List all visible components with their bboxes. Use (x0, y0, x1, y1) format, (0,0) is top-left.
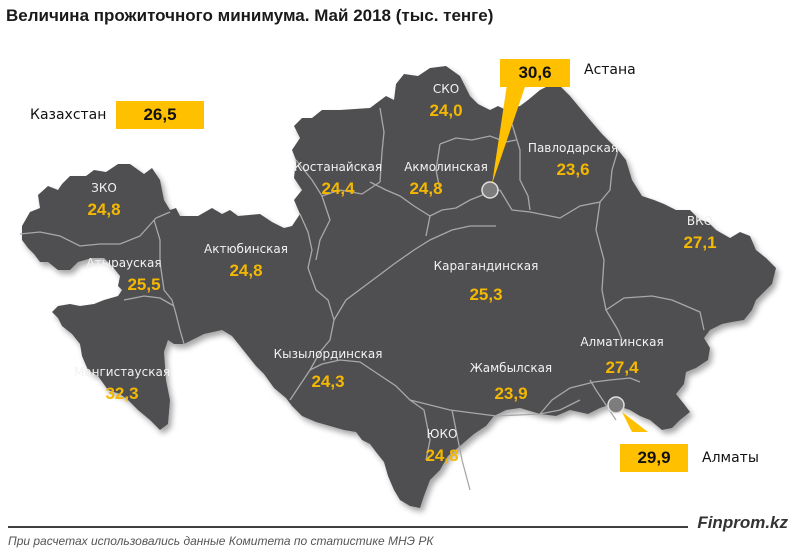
region-name: Жамбылская (469, 361, 553, 375)
region-name: Актюбинская (203, 242, 289, 256)
almaty-callout-pointer (622, 412, 648, 432)
region-name: Атырауская (86, 256, 162, 270)
region-name: Карагандинская (433, 259, 539, 273)
region-name: Костанайская (293, 160, 383, 174)
region-aktobe[interactable]: Актюбинская 24,8 (204, 242, 288, 282)
region-name: Кызылординская (273, 347, 383, 361)
region-kostanay[interactable]: Костанайская 24,4 (294, 160, 382, 200)
astana-value-box: 30,6 (500, 59, 570, 87)
region-kyzylorda[interactable]: Кызылординская 24,3 (274, 347, 383, 393)
region-name: Павлодарская (527, 141, 619, 155)
chart-title: Величина прожиточного минимума. Май 2018… (6, 6, 494, 25)
region-value: 24,8 (87, 200, 121, 219)
region-value: 27,4 (605, 358, 639, 377)
region-value: 24,3 (311, 372, 345, 391)
region-yuko[interactable]: ЮКО 24,8 (425, 427, 458, 467)
region-name: Мангистауская (73, 365, 171, 379)
kazakhstan-value-box: 26,5 (116, 101, 204, 129)
source-note: При расчетах использовались данные Комит… (8, 534, 434, 548)
region-zko[interactable]: ЗКО 24,8 (87, 181, 120, 221)
region-sko[interactable]: СКО 24,0 (429, 82, 462, 122)
almaty-value-box: 29,9 (620, 444, 688, 472)
kazakhstan-label: Казахстан (30, 107, 107, 123)
region-value: 24,8 (409, 179, 443, 198)
astana-label: Астана (584, 62, 636, 78)
almaty-marker-icon[interactable] (607, 396, 625, 414)
region-almaty-oblast[interactable]: Алматинская 27,4 (580, 335, 663, 379)
region-value: 24,8 (425, 446, 459, 465)
country-outline (22, 66, 776, 508)
brand-logo: Finprom.kz (697, 513, 788, 532)
footer-divider (8, 526, 688, 528)
region-value: 24,4 (321, 179, 355, 198)
astana-callout-pointer (492, 78, 528, 184)
region-pavlodar[interactable]: Павлодарская 23,6 (528, 141, 618, 181)
region-name: ЗКО (91, 181, 117, 195)
region-name: СКО (432, 82, 460, 96)
region-value: 27,1 (683, 233, 717, 252)
region-name: Алматинская (580, 335, 664, 349)
astana-marker-icon[interactable] (481, 181, 499, 199)
region-value: 24,8 (229, 261, 263, 280)
region-value: 24,0 (429, 101, 463, 120)
region-value: 32,3 (105, 384, 139, 403)
region-name: ВКО (686, 214, 714, 228)
region-name: ЮКО (426, 427, 458, 441)
region-value: 23,9 (494, 384, 528, 403)
region-value: 25,3 (469, 285, 503, 304)
region-name: Акмолинская (404, 160, 488, 174)
region-mangystau[interactable]: Мангистауская 32,3 (74, 365, 170, 405)
region-atyrau[interactable]: Атырауская 25,5 (86, 256, 161, 296)
region-vko[interactable]: ВКО 27,1 (683, 214, 716, 254)
region-value: 25,5 (127, 275, 161, 294)
region-karaganda[interactable]: Карагандинская 25,3 (434, 259, 539, 306)
region-value: 23,6 (556, 160, 590, 179)
region-akmola[interactable]: Акмолинская 24,8 (404, 160, 488, 200)
region-zhambyl[interactable]: Жамбылская 23,9 (470, 361, 552, 405)
almaty-label: Алматы (702, 450, 759, 466)
